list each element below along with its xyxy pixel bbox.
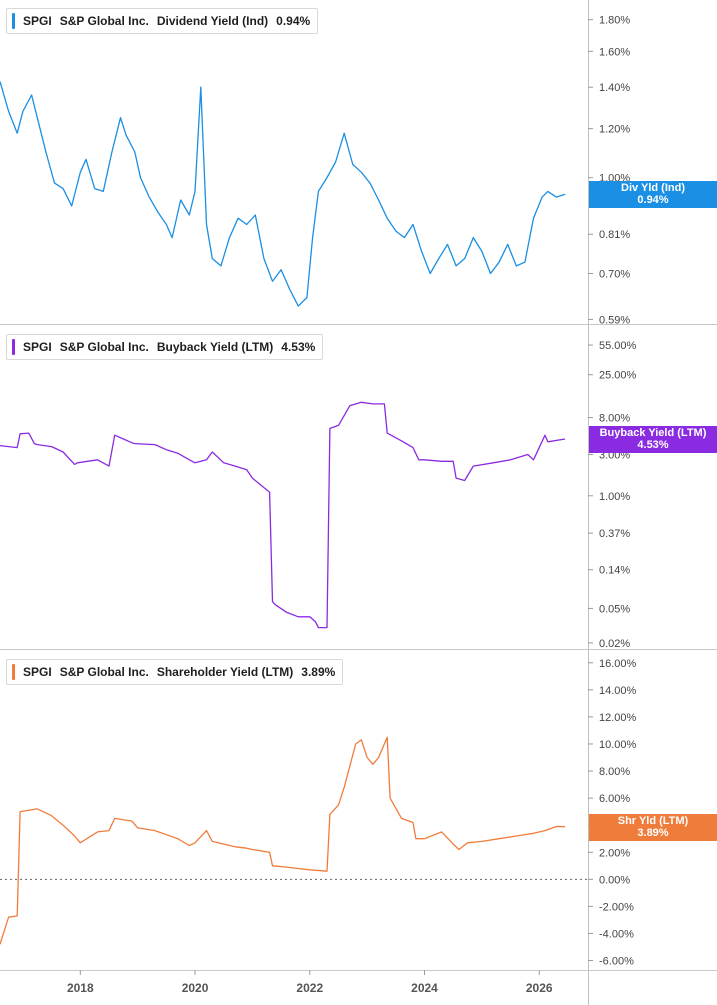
y-tick-label: 25.00%: [599, 370, 637, 382]
y-tick-label: 0.37%: [599, 528, 630, 540]
y-tick-label: 0.05%: [599, 603, 630, 615]
y-tick-label: 16.00%: [599, 658, 637, 670]
last-value-tag-buyback: Buyback Yield (LTM) 4.53%: [589, 425, 717, 453]
y-tick-label: 0.02%: [599, 638, 630, 650]
tag-label: Div Yld (Ind): [621, 182, 685, 195]
legend-swatch: [12, 339, 15, 355]
series-line: [0, 736, 566, 945]
legend-metric: Buyback Yield (LTM): [156, 340, 274, 354]
y-tick-label: 0.14%: [599, 565, 630, 577]
legend-ticker: SPGI: [23, 665, 52, 679]
series-line: [0, 81, 566, 307]
last-value-tag-shareholder: Shr Yld (LTM) 3.89%: [589, 813, 717, 841]
legend-ticker: SPGI: [23, 14, 52, 28]
legend-swatch: [12, 664, 15, 680]
legend-metric: Dividend Yield (Ind): [156, 14, 269, 28]
y-tick-label: 12.00%: [599, 712, 637, 724]
x-tick-label: 2024: [411, 981, 438, 995]
legend-value: 3.89%: [301, 665, 336, 679]
legend-ticker: SPGI: [23, 340, 52, 354]
y-tick-label: 0.00%: [599, 874, 630, 886]
y-tick-label: 1.00%: [599, 491, 630, 503]
x-tick-label: 2018: [67, 981, 94, 995]
legend-metric: Shareholder Yield (LTM): [156, 665, 294, 679]
legend-value: 4.53%: [281, 340, 316, 354]
y-tick-label: 8.00%: [599, 766, 630, 778]
y-tick-label: 6.00%: [599, 793, 630, 805]
tag-value: 4.53%: [637, 438, 669, 451]
y-tick-label: 1.60%: [599, 46, 630, 58]
x-tick-label: 2020: [182, 981, 209, 995]
y-tick-label: 0.70%: [599, 268, 630, 280]
legend-company: S&P Global Inc.: [59, 14, 149, 28]
legend-buyback-yield[interactable]: SPGI S&P Global Inc. Buyback Yield (LTM)…: [6, 334, 324, 360]
legend-shareholder-yield[interactable]: SPGI S&P Global Inc. Shareholder Yield (…: [6, 659, 344, 685]
legend-dividend-yield[interactable]: SPGI S&P Global Inc. Dividend Yield (Ind…: [6, 8, 319, 34]
tag-label: Buyback Yield (LTM): [599, 426, 707, 439]
y-tick-label: 1.80%: [599, 15, 630, 27]
y-tick-label: 1.20%: [599, 124, 630, 136]
y-tick-label: 1.40%: [599, 82, 630, 94]
tag-value: 0.94%: [637, 194, 669, 207]
tag-value: 3.89%: [637, 826, 669, 839]
tag-label: Shr Yld (LTM): [617, 814, 689, 827]
y-tick-label: 10.00%: [599, 739, 637, 751]
legend-value: 0.94%: [276, 14, 311, 28]
legend-swatch: [12, 13, 15, 29]
y-tick-label: 0.81%: [599, 229, 630, 241]
y-tick-label: -4.00%: [599, 928, 634, 940]
legend-company: S&P Global Inc.: [59, 340, 149, 354]
y-tick-label: 2.00%: [599, 847, 630, 859]
y-tick-label: 14.00%: [599, 685, 637, 697]
y-tick-label: -2.00%: [599, 901, 634, 913]
last-value-tag-dividend: Div Yld (Ind) 0.94%: [589, 181, 717, 209]
y-tick-label: 0.59%: [599, 314, 630, 326]
legend-company: S&P Global Inc.: [59, 665, 149, 679]
x-tick-label: 2026: [526, 981, 553, 995]
y-tick-label: 55.00%: [599, 340, 637, 352]
y-tick-label: 8.00%: [599, 413, 630, 425]
x-tick-label: 2022: [296, 981, 323, 995]
series-line: [0, 401, 566, 629]
y-tick-label: -6.00%: [599, 956, 634, 968]
